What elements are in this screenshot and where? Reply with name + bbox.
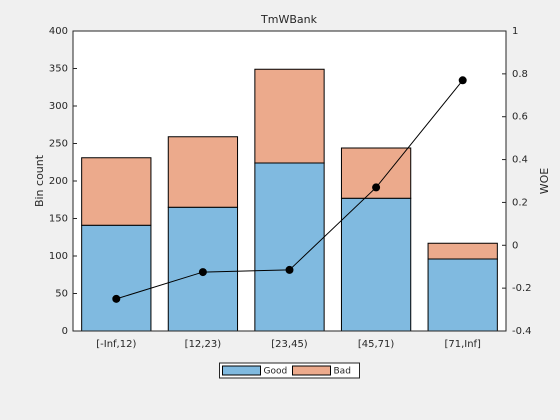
x-tick-label: [23,45) xyxy=(271,339,308,350)
y-tick-label: 250 xyxy=(49,139,68,150)
x-tick-label: [12,23) xyxy=(185,339,222,350)
legend-swatch xyxy=(292,365,331,376)
bar-segment xyxy=(340,197,412,332)
y2-axis-label: WOE xyxy=(538,168,551,195)
woe-marker xyxy=(112,294,121,303)
y-tick-label: 400 xyxy=(49,26,68,37)
y2-tick-label: 0.8 xyxy=(512,69,528,80)
y2-tick-label: 0 xyxy=(512,240,518,251)
y2-tick-label: 0.2 xyxy=(512,197,528,208)
bar-segment xyxy=(254,68,325,164)
woe-marker xyxy=(458,76,467,85)
y2-tick-label: 1 xyxy=(512,26,518,37)
legend-label: Bad xyxy=(334,367,351,377)
y2-tick-label: 0.4 xyxy=(512,155,528,166)
x-tick-label: [45,71) xyxy=(358,339,395,350)
y-tick-label: 100 xyxy=(49,251,68,262)
bar-segment xyxy=(167,136,239,208)
bar-segment xyxy=(254,162,325,332)
woe-marker xyxy=(285,265,294,274)
woe-marker xyxy=(372,183,381,192)
woe-marker xyxy=(198,268,207,277)
bar-segment xyxy=(427,242,498,260)
legend-label: Good xyxy=(264,367,288,377)
chart-title: TmWBank xyxy=(260,13,318,26)
y-tick-label: 350 xyxy=(49,64,68,75)
axes-box xyxy=(72,30,507,332)
x-tick-label: [-Inf,12) xyxy=(96,339,136,350)
y2-tick-label: -0.4 xyxy=(512,326,532,337)
legend-swatch xyxy=(222,365,261,376)
y-axis-label: Bin count xyxy=(33,154,46,207)
y-tick-label: 200 xyxy=(49,176,68,187)
bar-segment xyxy=(427,258,498,332)
y-tick-label: 0 xyxy=(62,326,68,337)
y2-tick-label: -0.2 xyxy=(512,283,532,294)
y-tick-label: 150 xyxy=(49,214,68,225)
y-tick-label: 50 xyxy=(55,289,68,300)
x-tick-label: [71,Inf] xyxy=(444,339,481,350)
bar-segment xyxy=(81,157,152,226)
y-tick-label: 300 xyxy=(49,101,68,112)
y2-tick-label: 0.6 xyxy=(512,112,528,123)
bar-segment xyxy=(81,224,152,332)
